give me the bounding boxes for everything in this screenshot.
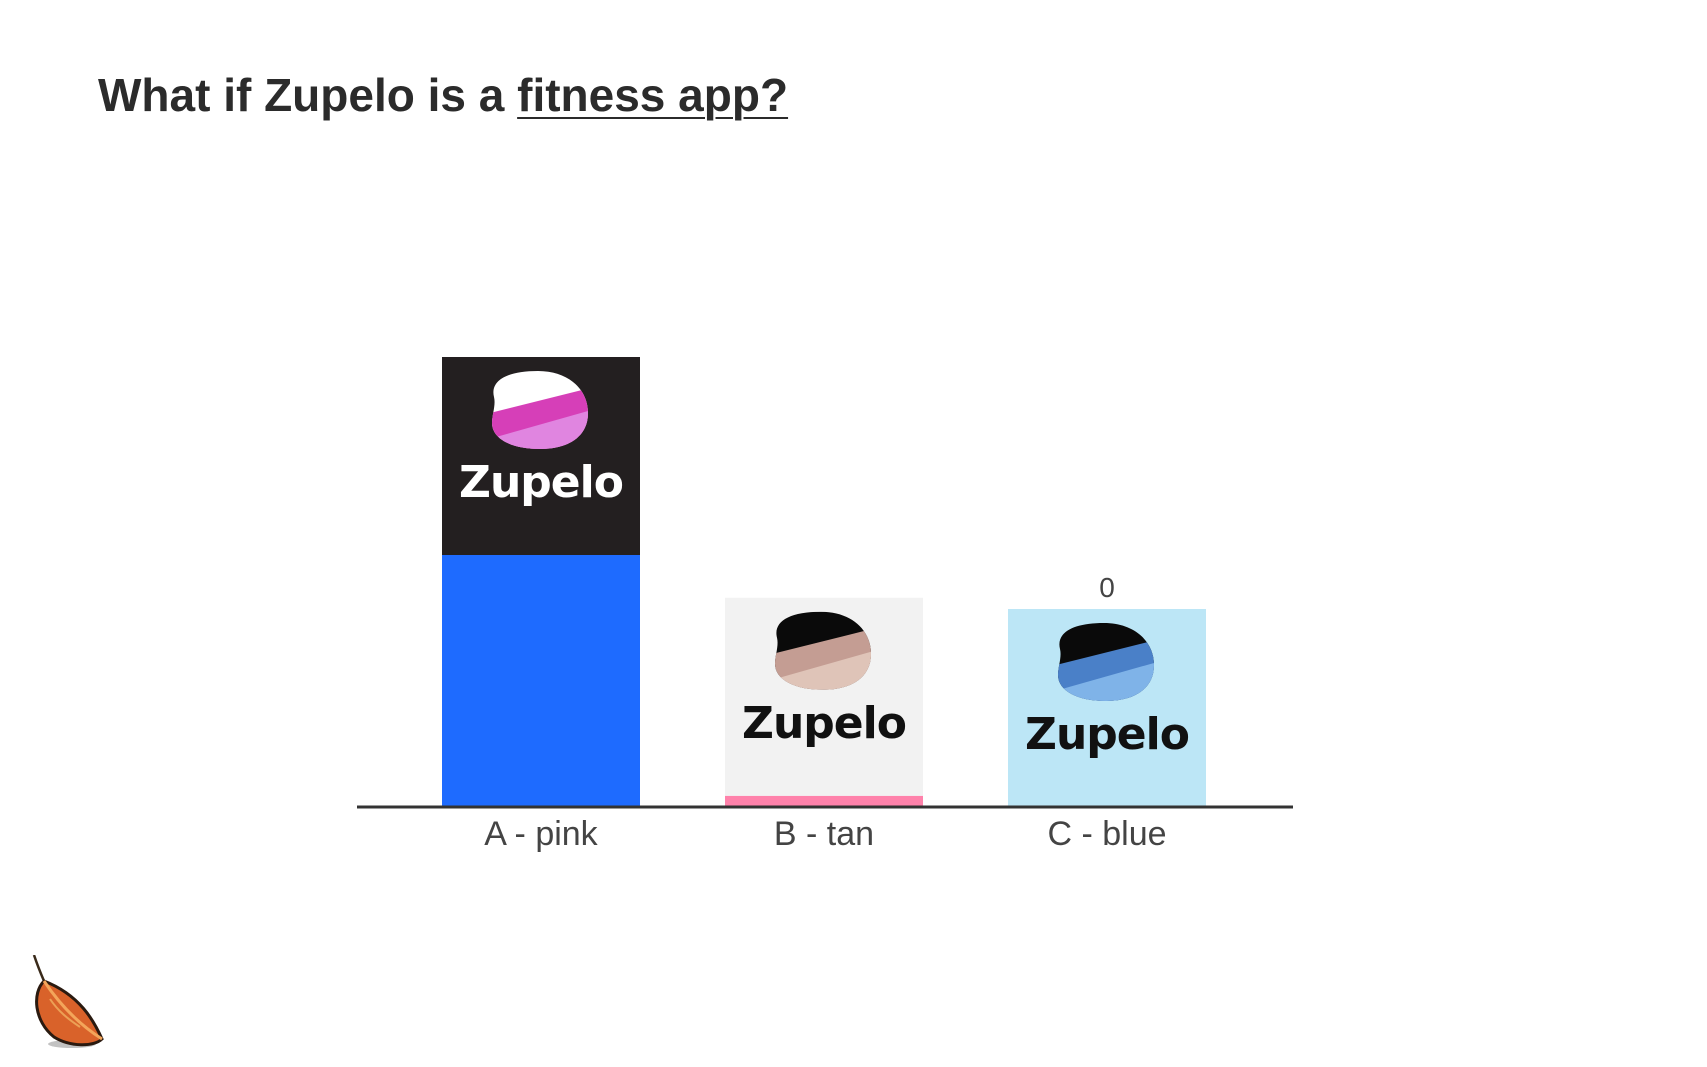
logo-wordmark: Zupelo <box>742 698 906 749</box>
value-label-3: 0 <box>1099 572 1115 603</box>
category-label-1: A - pink <box>484 815 598 853</box>
logo-wordmark: Zupelo <box>459 457 623 508</box>
title-prefix: What if Zupelo is a <box>98 69 518 121</box>
category-label-2: B - tan <box>774 815 874 853</box>
leaf-icon <box>32 955 104 1048</box>
logo-tile-1: Zupelo <box>442 357 640 555</box>
logo-blob-icon <box>492 371 588 449</box>
title-emphasis: fitness app? <box>517 69 789 121</box>
logo-tile-2: Zupelo <box>725 597 923 796</box>
logo-wordmark: Zupelo <box>1025 709 1189 760</box>
bar-2 <box>725 795 923 807</box>
slide-title: What if Zupelo is a fitness app? <box>98 68 788 122</box>
bar-1 <box>442 555 640 807</box>
logo-blob-icon <box>1058 623 1154 701</box>
logo-tile-3: Zupelo <box>1008 609 1206 807</box>
category-label-3: C - blue <box>1047 815 1166 853</box>
